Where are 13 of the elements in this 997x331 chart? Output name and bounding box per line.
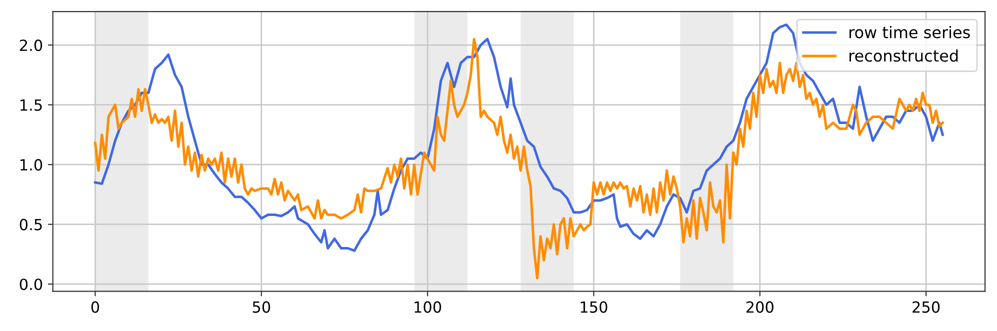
x-tick-label: 100	[414, 301, 442, 313]
y-tick-label: 1.5	[20, 99, 42, 111]
x-tick-label: 200	[746, 301, 774, 313]
legend-label: row time series	[850, 26, 970, 38]
x-tick-label: 150	[580, 301, 608, 313]
y-tick-label: 2.0	[20, 40, 42, 52]
x-tick-label: 250	[912, 301, 940, 313]
y-tick-label: 0.0	[20, 278, 42, 290]
legend-label: reconstructed	[850, 49, 958, 62]
y-tick-label: 1.0	[20, 159, 42, 171]
x-tick-label: 0	[91, 301, 100, 313]
y-tick-label: 0.5	[20, 218, 42, 230]
x-tick-label: 50	[252, 301, 270, 313]
